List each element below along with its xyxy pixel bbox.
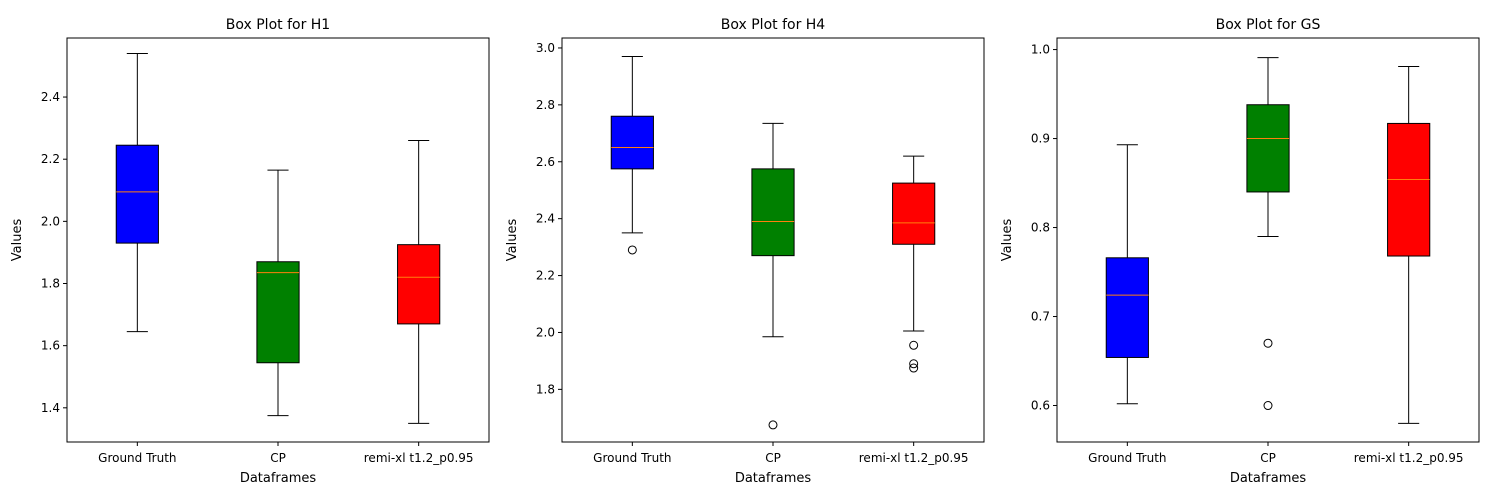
- y-tick-label: 2.4: [41, 90, 60, 104]
- y-tick-label: 2.2: [41, 152, 60, 166]
- outlier-point: [1263, 401, 1273, 411]
- y-tick-label: 1.0: [1031, 43, 1050, 57]
- y-tick-label: 0.8: [1031, 221, 1050, 235]
- y-tick-label: 1.8: [41, 277, 60, 291]
- plot-frame: [1056, 37, 1480, 443]
- outlier-point: [627, 245, 637, 255]
- chart-panel-1: Box Plot for H1 1.4 1.6 1.8 2.0 2.2 2.4 Ground …: [10, 17, 490, 486]
- outlier-point: [909, 359, 919, 369]
- box-body: [751, 168, 795, 257]
- outlier-point: [1263, 338, 1273, 348]
- y-tick-label: 1.8: [536, 382, 555, 396]
- x-tick-label: Ground Truth: [1088, 451, 1166, 465]
- x-tick-label: Ground Truth: [593, 451, 671, 465]
- y-axis-label: Values: [505, 219, 520, 262]
- box-1: [610, 55, 654, 255]
- y-tick-label: 2.2: [536, 269, 555, 283]
- y-tick-label: 1.6: [41, 339, 60, 353]
- x-axis-label: Dataframes: [735, 471, 812, 486]
- y-tick-label: 0.9: [1031, 132, 1050, 146]
- y-tick-label: 1.4: [41, 401, 60, 415]
- outlier-point: [909, 363, 919, 373]
- chart-panel-3: Box Plot for GS 0.6 0.7 0.8 0.9 1.0 Ground Tru…: [1000, 17, 1480, 486]
- y-tick-label: 2.0: [41, 214, 60, 228]
- box-body: [1246, 104, 1290, 193]
- chart-title: Box Plot for H4: [721, 17, 826, 33]
- box-2: [256, 169, 300, 417]
- chart-title: Box Plot for GS: [1216, 17, 1321, 33]
- x-tick-label: CP: [270, 451, 286, 465]
- x-tick-label: remi-xl t1.2_p0.95: [1354, 451, 1464, 465]
- x-tick-label: CP: [1260, 451, 1276, 465]
- y-tick-label: 0.6: [1031, 399, 1050, 413]
- x-tick-label: CP: [765, 451, 781, 465]
- y-tick-label: 2.6: [536, 155, 555, 169]
- box-body: [610, 115, 654, 170]
- chart-title: Box Plot for H1: [226, 17, 330, 33]
- box-body: [256, 261, 300, 364]
- box-body: [397, 244, 441, 325]
- plot-frame: [66, 37, 490, 443]
- x-axis-label: Dataframes: [240, 471, 317, 486]
- y-axis-label: Values: [10, 219, 25, 262]
- outlier-point: [909, 340, 919, 350]
- chart-panel-2: Box Plot for H4 1.8 2.0 2.2 2.4 2.6 2.8 3.0 Grou…: [505, 17, 985, 486]
- y-axis-label: Values: [1000, 219, 1015, 262]
- x-tick-label: remi-xl t1.2_p0.95: [859, 451, 969, 465]
- box-body: [115, 144, 159, 244]
- box-3: [892, 155, 936, 373]
- box-2: [751, 122, 795, 430]
- x-tick-label: Ground Truth: [98, 451, 176, 465]
- box-body: [892, 182, 936, 245]
- y-tick-label: 2.8: [536, 98, 555, 112]
- box-body: [1387, 122, 1431, 257]
- y-tick-label: 0.7: [1031, 310, 1050, 324]
- y-tick-label: 2.0: [536, 325, 555, 339]
- y-tick-label: 3.0: [536, 41, 555, 55]
- box-3: [1387, 65, 1431, 424]
- box-1: [115, 53, 159, 333]
- box-2: [1246, 57, 1290, 411]
- plot-frame: [561, 37, 985, 443]
- outlier-point: [768, 420, 778, 430]
- x-tick-label: remi-xl t1.2_p0.95: [364, 451, 474, 465]
- y-tick-label: 2.4: [536, 212, 555, 226]
- box-body: [1105, 257, 1149, 358]
- box-1: [1105, 144, 1149, 405]
- box-3: [397, 140, 441, 424]
- x-axis-label: Dataframes: [1230, 471, 1307, 486]
